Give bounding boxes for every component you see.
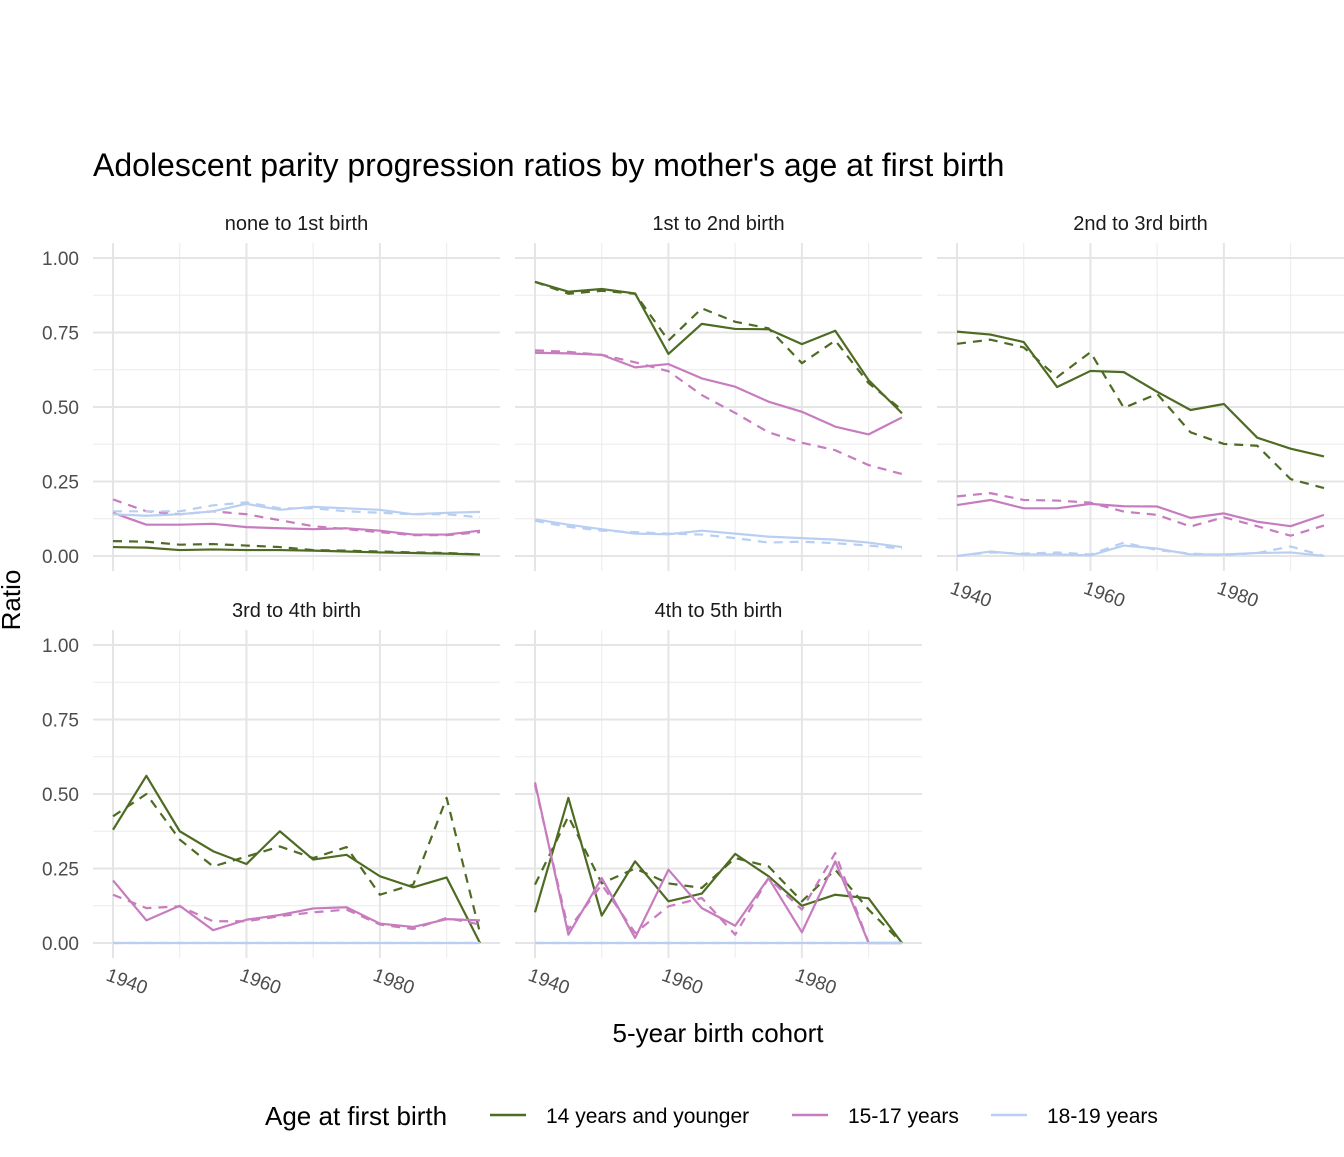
series-line-dashed (112, 540, 481, 556)
x-tick-label: 1980 (792, 965, 839, 999)
x-tick-label: 1980 (1214, 578, 1261, 612)
y-tick-label: 1.00 (42, 636, 79, 657)
y-tick-label: 0.25 (42, 473, 79, 494)
legend-label-18-19: 18-19 years (1047, 1105, 1158, 1128)
x-tick-label: 1940 (103, 965, 150, 999)
panel-4: 3rd to 4th birth 0.00 0.25 0.50 0.75 1.00 1940… (42, 600, 500, 999)
series-line-solid (534, 518, 903, 549)
series-line-dashed (956, 338, 1325, 490)
panel-3: 2nd to 3rd birth 1940 1960 1980 (937, 213, 1344, 612)
series-line-solid (956, 544, 1325, 558)
x-tick-label: 1940 (525, 965, 572, 999)
y-tick-label: 0.25 (42, 860, 79, 881)
series-line-solid (112, 502, 481, 517)
y-tick-label: 0.00 (42, 547, 79, 568)
series-line-dashed (534, 519, 903, 550)
panel-strip-label: none to 1st birth (225, 213, 368, 235)
series-line-dashed (534, 280, 903, 411)
x-tick-label: 1980 (370, 965, 417, 999)
series-line-solid (112, 879, 481, 932)
x-tick-label: 1960 (237, 965, 284, 999)
panel-strip-label: 3rd to 4th birth (232, 600, 361, 622)
y-tick-label: 1.00 (42, 249, 79, 270)
series-line-solid (112, 511, 481, 536)
series-line-dashed (112, 792, 482, 934)
legend-title: Age at first birth (265, 1101, 447, 1131)
series-line-solid (534, 351, 903, 436)
series-line-dashed (112, 498, 481, 537)
panel-strip-label: 4th to 5th birth (655, 600, 783, 622)
series-line-solid (534, 280, 903, 415)
legend-label-14-and-younger: 14 years and younger (546, 1105, 749, 1128)
series-line-solid (533, 782, 902, 945)
series-line-solid (533, 796, 903, 944)
x-tick-label: 1960 (1081, 578, 1128, 612)
panel-1: none to 1st birth 0.00 0.25 0.50 0.75 1.00 (42, 213, 500, 571)
series-line-solid (112, 774, 481, 944)
x-tick-label: 1940 (947, 578, 994, 612)
panel-5: 4th to 5th birth 1940 1960 1980 (515, 600, 922, 999)
y-tick-label: 0.00 (42, 934, 79, 955)
series-line-dashed (534, 349, 903, 476)
series-line-dashed (956, 492, 1325, 537)
x-tick-label: 1960 (659, 965, 706, 999)
legend-label-15-17: 15-17 years (848, 1105, 959, 1128)
y-tick-label: 0.50 (42, 785, 79, 806)
legend: Age at first birth 14 years and younger … (265, 1101, 1158, 1131)
y-tick-label: 0.75 (42, 711, 79, 732)
series-line-dashed (956, 541, 1325, 558)
series-line-solid (956, 330, 1325, 458)
series-line-dashed (113, 501, 481, 519)
y-tick-label: 0.75 (42, 324, 79, 345)
panel-strip-label: 1st to 2nd birth (652, 213, 784, 235)
x-axis-label: 5-year birth cohort (613, 1018, 825, 1048)
panel-2: 1st to 2nd birth (515, 213, 922, 571)
chart-title: Adolescent parity progression ratios by … (93, 147, 1004, 183)
y-axis-label: Ratio (0, 570, 26, 631)
series-line-solid (956, 498, 1325, 528)
series-line-dashed (534, 815, 903, 944)
y-tick-label: 0.50 (42, 398, 79, 419)
series-line-dashed (533, 784, 902, 945)
panel-strip-label: 2nd to 3rd birth (1073, 213, 1208, 235)
